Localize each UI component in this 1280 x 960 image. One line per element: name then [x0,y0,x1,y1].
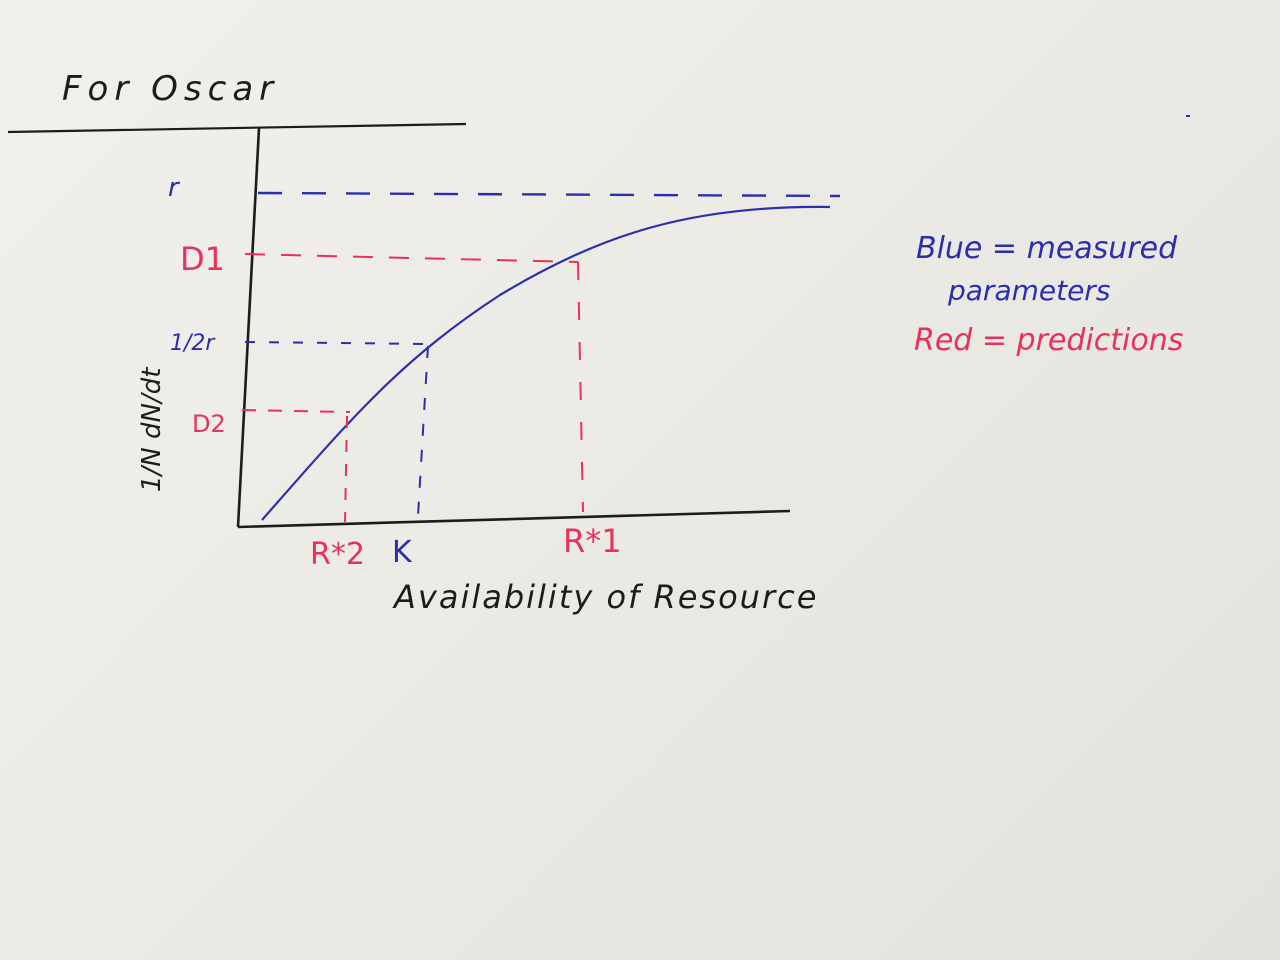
k-dashed-line [417,345,429,517]
legend-blue-line2: parameters [947,274,1110,307]
x-tick-r-star-2: R*2 [310,537,365,572]
x-tick-r-star-1: R*1 [563,522,622,560]
half-r-dashed-line [244,341,429,345]
r-star-1-dashed-line [577,261,584,513]
r-star-2-dashed-line [344,415,348,523]
y-tick-d2: D2 [192,410,226,438]
d1-dashed-line [244,253,579,263]
legend-red-line: Red = predictions [914,323,1183,358]
top-separator-line [7,122,467,134]
x-axis-line [237,509,791,529]
y-axis-label: 1/N dN/dt [137,367,167,492]
y-axis-line [236,127,261,528]
legend-blue-line1: Blue = measured [916,231,1178,266]
note-title: For Oscar [62,69,279,109]
d2-dashed-line [241,409,351,413]
y-tick-d1: D1 [180,240,225,278]
x-axis-label: Availability of Resource [392,578,818,616]
r-asymptote-dashed-line [257,191,841,198]
y-tick-half-r: 1/2r [170,331,216,356]
y-tick-r: r [168,173,181,203]
growth-curve [261,205,831,521]
x-tick-k: K [392,535,413,570]
